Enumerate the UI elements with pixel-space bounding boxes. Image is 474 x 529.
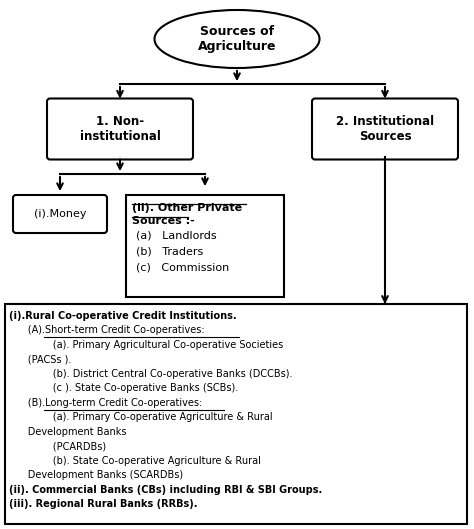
Bar <box>5 304 467 524</box>
Text: (ii). Other Private: (ii). Other Private <box>132 203 242 213</box>
Text: Development Banks (SCARDBs): Development Banks (SCARDBs) <box>9 470 183 480</box>
Text: (a)   Landlords: (a) Landlords <box>136 231 217 241</box>
Text: Sources of
Agriculture: Sources of Agriculture <box>198 25 276 53</box>
Text: (a). Primary Co-operative Agriculture & Rural: (a). Primary Co-operative Agriculture & … <box>9 413 273 422</box>
Bar <box>126 195 284 297</box>
FancyBboxPatch shape <box>312 98 458 160</box>
Text: (i).Money: (i).Money <box>34 209 86 219</box>
Text: (b). State Co-operative Agriculture & Rural: (b). State Co-operative Agriculture & Ru… <box>9 456 261 466</box>
Text: (c ). State Co-operative Banks (SCBs).: (c ). State Co-operative Banks (SCBs). <box>9 384 238 394</box>
FancyBboxPatch shape <box>13 195 107 233</box>
Text: (c)   Commission: (c) Commission <box>136 263 229 273</box>
Text: Sources :-: Sources :- <box>132 216 195 226</box>
FancyBboxPatch shape <box>47 98 193 160</box>
Text: (PCARDBs): (PCARDBs) <box>9 441 106 451</box>
Text: Development Banks: Development Banks <box>9 427 127 437</box>
Text: (i).Rural Co-operative Credit Institutions.: (i).Rural Co-operative Credit Institutio… <box>9 311 237 321</box>
Text: (B).Long-term Credit Co-operatives:: (B).Long-term Credit Co-operatives: <box>9 398 202 408</box>
Text: (ii). Commercial Banks (CBs) including RBI & SBI Groups.: (ii). Commercial Banks (CBs) including R… <box>9 485 322 495</box>
Text: (A).Short-term Credit Co-operatives:: (A).Short-term Credit Co-operatives: <box>9 325 205 335</box>
Ellipse shape <box>155 10 319 68</box>
Text: 1. Non-
institutional: 1. Non- institutional <box>80 115 160 143</box>
Text: (b). District Central Co-operative Banks (DCCBs).: (b). District Central Co-operative Banks… <box>9 369 292 379</box>
Text: 2. Institutional
Sources: 2. Institutional Sources <box>336 115 434 143</box>
Text: (PACSs ).: (PACSs ). <box>9 354 72 364</box>
Text: (a). Primary Agricultural Co-operative Societies: (a). Primary Agricultural Co-operative S… <box>9 340 283 350</box>
Text: (b)   Traders: (b) Traders <box>136 247 203 257</box>
Text: (iii). Regional Rural Banks (RRBs).: (iii). Regional Rural Banks (RRBs). <box>9 499 198 509</box>
